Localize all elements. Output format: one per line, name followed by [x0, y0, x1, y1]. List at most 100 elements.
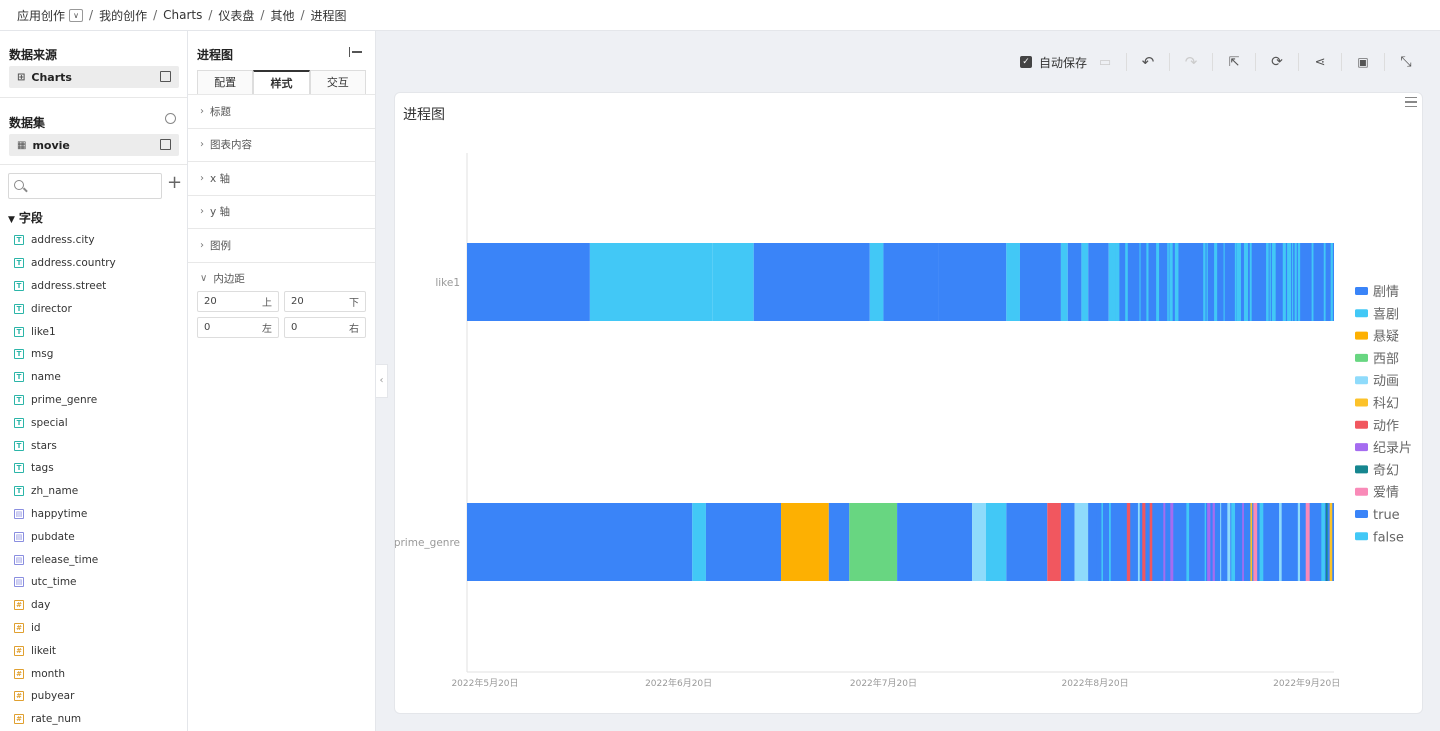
autosave-toggle[interactable]: ✓ 自动保存 ▭ — [1020, 52, 1117, 72]
field-item[interactable]: # rate_num — [14, 708, 184, 731]
collapse-sidebar-button[interactable]: ‹ — [376, 364, 388, 398]
section-标题[interactable]: › 标题 — [188, 94, 375, 128]
segment-like1 — [1060, 243, 1068, 321]
field-label: rate_num — [31, 713, 82, 726]
section-x 轴[interactable]: › x 轴 — [188, 161, 375, 195]
field-item[interactable]: # id — [14, 617, 184, 640]
legend-swatch — [1355, 331, 1368, 340]
legend-label: 动作 — [1373, 419, 1399, 434]
search-icon[interactable] — [165, 113, 176, 124]
chevron-right-icon: › — [200, 139, 204, 151]
fields-title: 字段 — [18, 211, 43, 225]
segment-prime_genre — [1235, 503, 1238, 581]
segment-prime_genre — [1220, 503, 1222, 581]
x-tick-label: 2022年5月20日 — [451, 677, 518, 689]
padding-unit: 上 — [262, 298, 272, 309]
padding-input[interactable]: 20 下 — [284, 291, 366, 312]
segment-prime_genre — [1316, 503, 1320, 581]
fields-header[interactable]: ▼ 字段 — [8, 209, 43, 226]
segment-prime_genre — [1149, 503, 1153, 581]
checkbox-checked-icon[interactable]: ✓ — [1020, 56, 1032, 68]
tab-配置[interactable]: 配置 — [197, 70, 254, 94]
copy-icon[interactable] — [160, 139, 171, 150]
field-item[interactable]: ▤ happytime — [14, 503, 184, 526]
field-label: special — [31, 416, 68, 429]
breadcrumb-item[interactable]: 我的创作 — [99, 7, 147, 24]
undo-icon[interactable]: ↶ — [1141, 53, 1155, 71]
section-内边距[interactable]: ∨ 内边距 — [188, 261, 375, 296]
field-label: zh_name — [31, 485, 79, 498]
add-field-button[interactable]: + — [167, 172, 183, 193]
field-item[interactable]: ▤ release_time — [14, 548, 184, 571]
breadcrumb-item[interactable]: Charts — [163, 8, 202, 22]
section-图例[interactable]: › 图例 — [188, 228, 375, 262]
segment-like1 — [1294, 243, 1297, 321]
field-item[interactable]: # month — [14, 662, 184, 685]
section-y 轴[interactable]: › y 轴 — [188, 194, 375, 229]
dataset-item[interactable]: ▦ movie — [9, 134, 179, 156]
padding-input[interactable]: 20 上 — [197, 291, 279, 312]
segment-prime_genre — [1329, 503, 1333, 581]
breadcrumb-item[interactable]: 进程图 — [311, 7, 347, 24]
field-item[interactable]: # likeit — [14, 639, 184, 662]
export-icon[interactable]: ⇱ — [1228, 54, 1240, 70]
legend-label: 科幻 — [1373, 397, 1399, 412]
breadcrumb-separator: / — [153, 8, 158, 22]
x-tick-label: 2022年8月20日 — [1062, 677, 1129, 689]
field-search-input[interactable] — [8, 173, 162, 199]
segment-prime_genre — [1006, 503, 1048, 581]
legend-swatch — [1355, 487, 1368, 496]
segment-prime_genre — [1313, 503, 1315, 581]
breadcrumb-item[interactable]: 仪表盘 — [218, 7, 254, 24]
field-label: prime_genre — [31, 393, 98, 406]
field-item[interactable]: ▤ utc_time — [14, 571, 184, 594]
datasource-item[interactable]: ⊞ Charts — [9, 66, 179, 88]
segment-prime_genre — [705, 503, 782, 581]
section-图表内容[interactable]: › 图表内容 — [188, 127, 375, 162]
number-field-icon: # — [14, 600, 24, 611]
save-icon[interactable]: ▭ — [1098, 54, 1112, 70]
segment-prime_genre — [1047, 503, 1061, 581]
breadcrumb-item[interactable]: 其他 — [270, 7, 294, 24]
chevron-down-icon[interactable]: ∨ — [69, 8, 84, 22]
segment-like1 — [1139, 243, 1141, 321]
section-label: 标题 — [210, 105, 231, 118]
terminal-icon[interactable]: ▣ — [1357, 55, 1369, 69]
segment-prime_genre — [1259, 503, 1264, 581]
breadcrumb-separator: / — [260, 8, 265, 22]
redo-icon[interactable]: ↷ — [1184, 53, 1198, 71]
legend-swatch — [1355, 376, 1368, 385]
card-menu[interactable] — [1396, 93, 1422, 117]
field-item[interactable]: # pubyear — [14, 685, 184, 708]
field-label: day — [31, 599, 51, 612]
collapse-panel-icon[interactable] — [349, 47, 363, 57]
number-field-icon: # — [14, 668, 24, 679]
share-icon[interactable]: ⋖ — [1314, 54, 1326, 70]
field-item[interactable]: ▤ pubdate — [14, 525, 184, 548]
legend-label: 西部 — [1373, 352, 1399, 367]
tab-样式[interactable]: 样式 — [253, 70, 310, 94]
legend-swatch — [1355, 309, 1368, 318]
field-item[interactable]: # day — [14, 594, 184, 617]
breadcrumb-item[interactable]: 应用创作 ∨ — [17, 7, 84, 24]
collapse-view-icon[interactable]: ⤡ — [1400, 54, 1412, 70]
refresh-icon[interactable]: ⟳ — [1271, 54, 1283, 70]
tab-交互[interactable]: 交互 — [309, 70, 366, 94]
segment-prime_genre — [1207, 503, 1211, 581]
copy-icon[interactable] — [160, 71, 171, 82]
